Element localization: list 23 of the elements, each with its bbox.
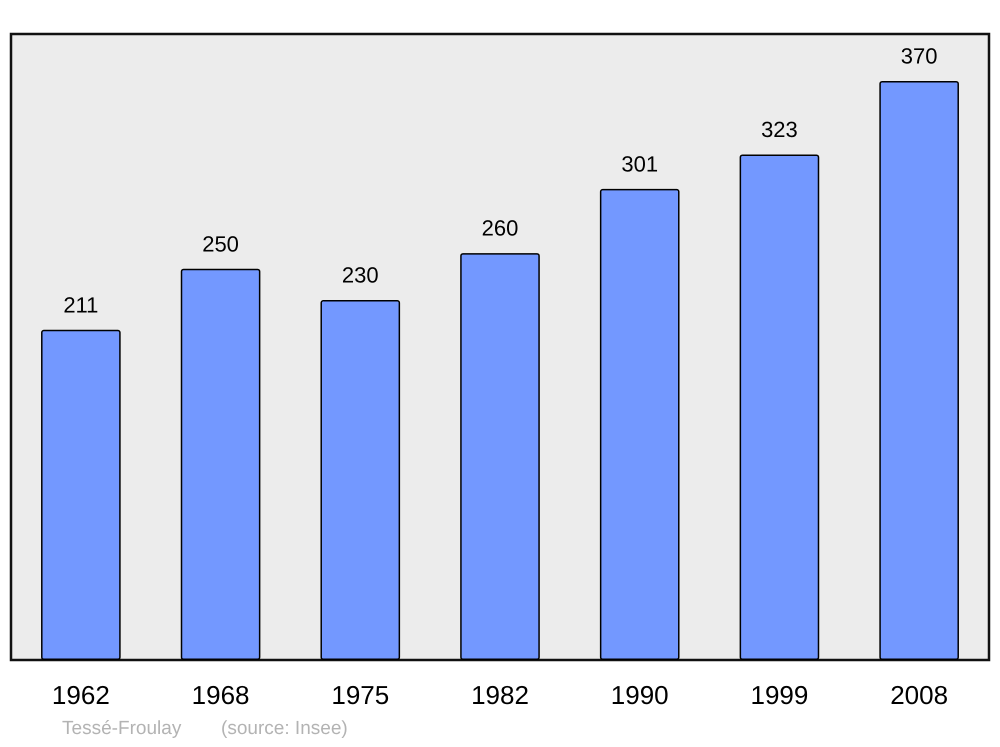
bar [740,154,820,660]
x-tick-label: 2008 [890,680,948,710]
data-label: 323 [761,117,798,142]
bar [600,188,680,660]
text: (source: Insee) [221,718,348,739]
bar [879,80,959,660]
data-label: 230 [342,262,379,288]
data-label: 211 [63,292,98,318]
x-tick-label: 1982 [471,680,529,710]
bar [460,253,540,660]
x-tick-label: 1968 [192,680,250,710]
data-label: 250 [202,231,239,256]
data-label: 301 [621,151,658,176]
bar [320,300,400,660]
x-tick-label: 1975 [331,680,390,710]
x-tick-label: 1962 [52,680,110,710]
bar [180,268,260,660]
x-tick-label: 1990 [610,680,669,710]
data-label: 370 [900,43,938,68]
bar [41,330,121,660]
x-tick-label: 1999 [750,680,808,710]
data-label: 260 [482,216,518,241]
text: Tessé-Froulay [62,718,182,739]
